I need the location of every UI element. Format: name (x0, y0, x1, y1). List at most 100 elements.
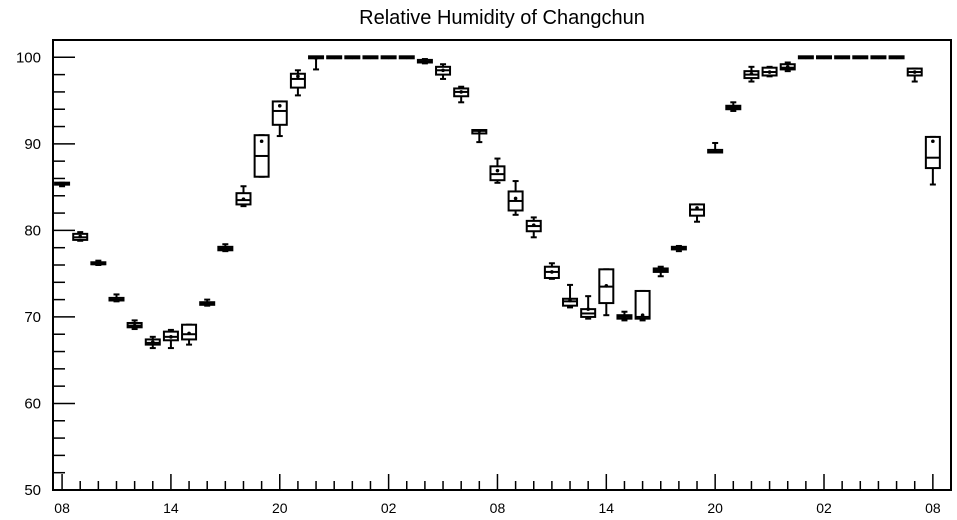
box-mean-marker (332, 55, 336, 60)
box-mean-marker (550, 270, 554, 274)
box-plot (453, 85, 470, 104)
chart-title: Relative Humidity of Changchun (359, 7, 645, 29)
x-tick-label: 08 (54, 500, 70, 516)
box-plot (362, 55, 379, 60)
box-iqr (924, 135, 941, 170)
box-mean-marker (78, 234, 83, 239)
box-plot (906, 67, 923, 83)
box-mean-marker (931, 139, 935, 144)
box-plot (543, 262, 560, 280)
y-tick-label: 90 (24, 136, 41, 153)
box-mean-marker (296, 74, 300, 79)
box-mean-marker (894, 55, 899, 60)
x-tick-label: 08 (925, 500, 941, 516)
box-mean-marker (404, 55, 409, 60)
box-plot (308, 55, 325, 71)
x-tick-label: 02 (816, 500, 832, 516)
box-mean-marker (114, 296, 119, 301)
box-mean-marker (695, 206, 699, 210)
box-mean-marker (804, 55, 808, 60)
box-mean-marker (640, 313, 645, 317)
box-plot (888, 55, 905, 60)
box-mean-marker (441, 68, 445, 73)
box-plot (580, 295, 597, 320)
box-mean-marker (568, 298, 572, 303)
box-plot (689, 203, 706, 223)
box-plot (289, 69, 306, 97)
box-mean-marker (169, 335, 173, 339)
box-plot (162, 328, 179, 350)
box-plot (72, 231, 89, 242)
box-plot (235, 185, 252, 208)
box-mean-marker (60, 182, 64, 187)
box-mean-marker (495, 168, 500, 173)
box-mean-marker (912, 70, 917, 74)
box-plot (924, 135, 941, 186)
y-tick-label: 100 (16, 49, 41, 66)
box-plot (562, 283, 579, 309)
x-tick-label: 14 (163, 500, 179, 516)
box-plot (725, 101, 742, 112)
y-axis: 50 60 70 80 90 100 (16, 49, 75, 499)
box-plot (144, 335, 161, 350)
box-plot (271, 100, 288, 138)
x-tick-label: 20 (272, 500, 288, 516)
box-plot (797, 55, 814, 60)
y-tick-label: 80 (24, 222, 41, 239)
box-mean-marker (223, 245, 228, 250)
box-mean-marker (749, 71, 754, 76)
box-mean-marker (423, 59, 427, 64)
x-tick-label: 08 (490, 500, 506, 516)
box-plot (598, 268, 615, 317)
box-plot (199, 298, 216, 307)
box-mean-marker (713, 148, 717, 153)
box-plot (743, 65, 760, 83)
box-mean-marker (368, 55, 373, 60)
box-mean-marker (658, 268, 663, 272)
box-plot (398, 55, 415, 60)
plot-frame (52, 39, 952, 491)
box-mean-marker (187, 331, 191, 336)
box-series (54, 55, 941, 350)
box-mean-marker (858, 55, 863, 60)
box-mean-marker (386, 55, 391, 60)
box-plot (616, 310, 633, 322)
box-mean-marker (205, 301, 210, 305)
box-plot (761, 65, 778, 78)
box-plot (489, 157, 506, 184)
box-mean-marker (259, 139, 264, 144)
box-mean-marker (314, 56, 318, 60)
box-plot (217, 243, 234, 253)
box-mean-marker (840, 55, 844, 60)
box-plot (90, 259, 107, 266)
box-iqr (271, 100, 288, 126)
box-mean-marker (350, 55, 355, 60)
box-mean-marker (241, 197, 246, 202)
box-plot (326, 55, 343, 60)
box-plot (181, 323, 198, 346)
box-mean-marker (477, 129, 482, 133)
x-axis: 08 14 20 02 08 14 20 02 08 (54, 474, 941, 516)
box-mean-marker (822, 55, 826, 60)
box-mean-marker (459, 90, 463, 94)
box-plot (707, 141, 724, 154)
box-plot (870, 55, 887, 60)
box-plot (344, 55, 361, 60)
box-mean-marker (604, 283, 609, 288)
box-plot (779, 61, 796, 73)
box-mean-marker (785, 65, 790, 69)
box-plot (471, 129, 488, 144)
box-plot (380, 55, 397, 60)
box-mean-marker (150, 340, 155, 344)
box-mean-marker (767, 70, 772, 74)
box-mean-marker (731, 104, 736, 109)
x-tick-label: 02 (381, 500, 397, 516)
box-plot (507, 180, 524, 216)
box-plot (670, 244, 687, 253)
y-tick-label: 60 (24, 395, 41, 412)
box-iqr (634, 289, 651, 320)
box-plot (525, 216, 542, 239)
box-mean-marker (531, 223, 536, 227)
box-plot (852, 55, 869, 60)
x-tick-label: 14 (599, 500, 615, 516)
